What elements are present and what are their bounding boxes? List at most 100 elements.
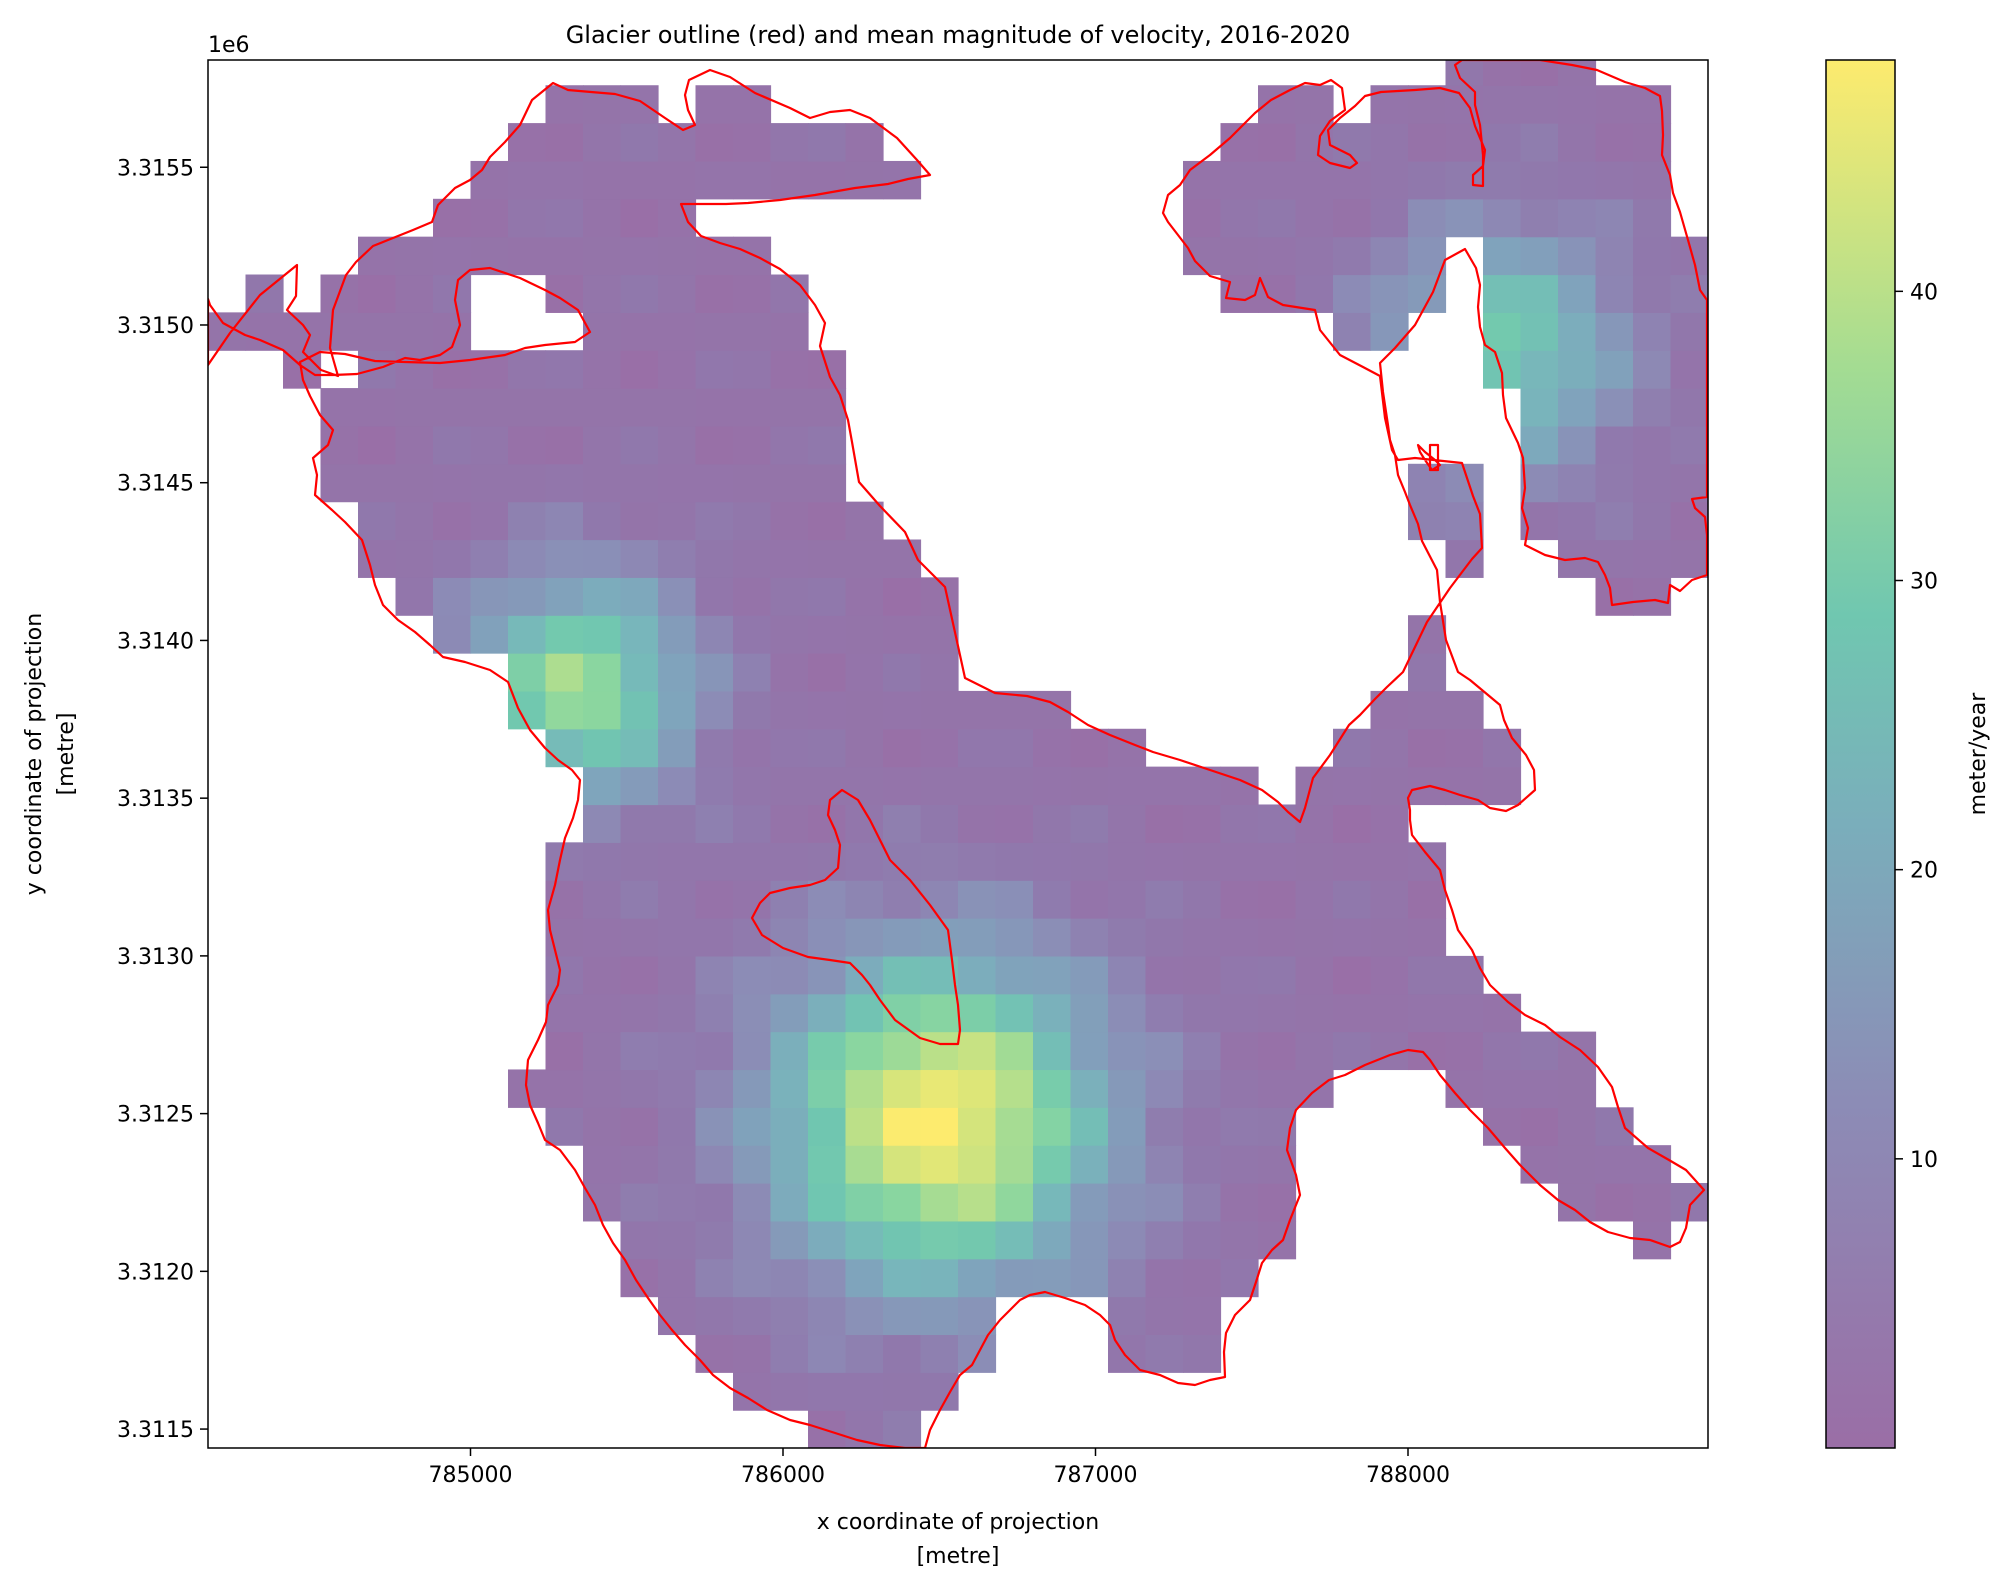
heatmap-cell bbox=[1070, 880, 1109, 919]
heatmap-cell bbox=[245, 312, 284, 351]
heatmap-cell bbox=[883, 690, 922, 730]
x-axis: 785000 786000 787000 788000 bbox=[429, 1448, 1450, 1488]
heatmap-cell bbox=[1033, 1258, 1072, 1298]
heatmap-cell bbox=[958, 1258, 997, 1298]
heatmap-cell bbox=[1595, 1145, 1634, 1184]
heatmap-cell bbox=[958, 1069, 997, 1108]
heatmap-cell bbox=[1070, 993, 1109, 1033]
heatmap-cell bbox=[845, 842, 884, 881]
heatmap-cell bbox=[770, 1258, 809, 1298]
heatmap-cell bbox=[395, 425, 434, 465]
heatmap-cell bbox=[770, 160, 809, 200]
heatmap-cell bbox=[1445, 60, 1484, 86]
heatmap-cell bbox=[995, 1031, 1034, 1071]
heatmap-cell bbox=[883, 1220, 922, 1260]
heatmap-cell bbox=[1333, 993, 1372, 1033]
heatmap-cell bbox=[583, 388, 622, 427]
heatmap-cell bbox=[770, 993, 809, 1033]
heatmap-cell bbox=[620, 1069, 659, 1108]
heatmap-cell bbox=[1408, 85, 1447, 124]
heatmap-cell bbox=[658, 1183, 697, 1222]
heatmap-cell bbox=[883, 1410, 922, 1448]
heatmap-cell bbox=[733, 1145, 772, 1184]
y-tick-label: 3.3140 bbox=[117, 629, 194, 654]
heatmap-cell bbox=[808, 1069, 847, 1108]
heatmap-cell bbox=[1183, 160, 1222, 200]
heatmap-cell bbox=[1520, 1107, 1559, 1146]
heatmap-cell bbox=[1483, 123, 1522, 162]
heatmap-cell bbox=[1033, 880, 1072, 919]
heatmap-cell bbox=[695, 842, 734, 881]
heatmap-cell bbox=[1183, 1220, 1222, 1260]
heatmap-cell bbox=[1633, 463, 1672, 503]
heatmap-cell bbox=[1595, 1107, 1634, 1146]
heatmap-cell bbox=[1520, 1031, 1559, 1071]
heatmap-cell bbox=[770, 1107, 809, 1146]
heatmap-cell bbox=[883, 1296, 922, 1336]
heatmap-cell bbox=[695, 236, 734, 276]
heatmap-cell bbox=[658, 1107, 697, 1146]
heatmap-cell bbox=[283, 312, 322, 351]
heatmap-cell bbox=[770, 425, 809, 465]
heatmap-cell bbox=[1070, 1183, 1109, 1222]
heatmap-cell bbox=[658, 1031, 697, 1071]
heatmap-cell bbox=[733, 1258, 772, 1298]
heatmap-cell bbox=[1033, 728, 1072, 768]
x-axis-label: x coordinate of projection bbox=[817, 1510, 1099, 1535]
heatmap-cell bbox=[1595, 350, 1634, 389]
heatmap-cell bbox=[358, 463, 397, 503]
heatmap-cell bbox=[770, 501, 809, 541]
heatmap-cell bbox=[808, 880, 847, 919]
heatmap-cell bbox=[1445, 198, 1484, 238]
heatmap-cell bbox=[958, 1107, 997, 1146]
heatmap-cell bbox=[1633, 160, 1672, 200]
heatmap-cell bbox=[583, 160, 622, 200]
heatmap-cell bbox=[1333, 955, 1372, 995]
heatmap-cell bbox=[1258, 880, 1297, 919]
heatmap-cell bbox=[470, 539, 509, 578]
heatmap-cell bbox=[1183, 880, 1222, 919]
colorbar-tick-label: 20 bbox=[1910, 859, 1938, 884]
heatmap-cell bbox=[883, 653, 922, 692]
heatmap-cell bbox=[1033, 804, 1072, 843]
heatmap-cell bbox=[358, 236, 397, 276]
heatmap-cell bbox=[620, 198, 659, 238]
heatmap-cell bbox=[1145, 1107, 1184, 1146]
heatmap-cell bbox=[508, 123, 547, 162]
heatmap-cell bbox=[1033, 1220, 1072, 1260]
heatmap-cell bbox=[733, 501, 772, 541]
heatmap-cell bbox=[1558, 463, 1597, 503]
heatmap-cell bbox=[1145, 1145, 1184, 1184]
heatmap-cell bbox=[695, 1145, 734, 1184]
heatmap-cell bbox=[733, 312, 772, 351]
heatmap-cell bbox=[1220, 1183, 1259, 1222]
heatmap-cell bbox=[358, 312, 397, 351]
heatmap-cell bbox=[433, 539, 472, 578]
heatmap-cell bbox=[508, 350, 547, 389]
heatmap-cell bbox=[583, 1183, 622, 1222]
heatmap-cell bbox=[808, 690, 847, 730]
heatmap-cell bbox=[920, 918, 959, 957]
heatmap-cell bbox=[845, 993, 884, 1033]
heatmap-cell bbox=[770, 804, 809, 843]
heatmap-cell bbox=[1145, 955, 1184, 995]
heatmap-cell bbox=[1108, 1107, 1147, 1146]
heatmap-cell bbox=[508, 160, 547, 200]
heatmap-cell bbox=[920, 842, 959, 881]
heatmap-cell bbox=[695, 993, 734, 1033]
heatmap-cell bbox=[1145, 1031, 1184, 1071]
heatmap-cell bbox=[808, 1410, 847, 1448]
heatmap-cell bbox=[733, 993, 772, 1033]
heatmap-cell bbox=[958, 804, 997, 843]
heatmap-cell bbox=[1370, 198, 1409, 238]
heatmap-cell bbox=[1220, 198, 1259, 238]
heatmap-cell bbox=[545, 501, 584, 541]
heatmap-cell bbox=[695, 85, 734, 124]
heatmap-cell bbox=[1183, 1183, 1222, 1222]
heatmap-cell bbox=[583, 463, 622, 503]
heatmap-cell bbox=[1145, 1183, 1184, 1222]
heatmap-cell bbox=[1520, 350, 1559, 389]
heatmap-cell bbox=[1183, 993, 1222, 1033]
heatmap-cell bbox=[1108, 1296, 1147, 1336]
heatmap-cell bbox=[1595, 1183, 1634, 1222]
